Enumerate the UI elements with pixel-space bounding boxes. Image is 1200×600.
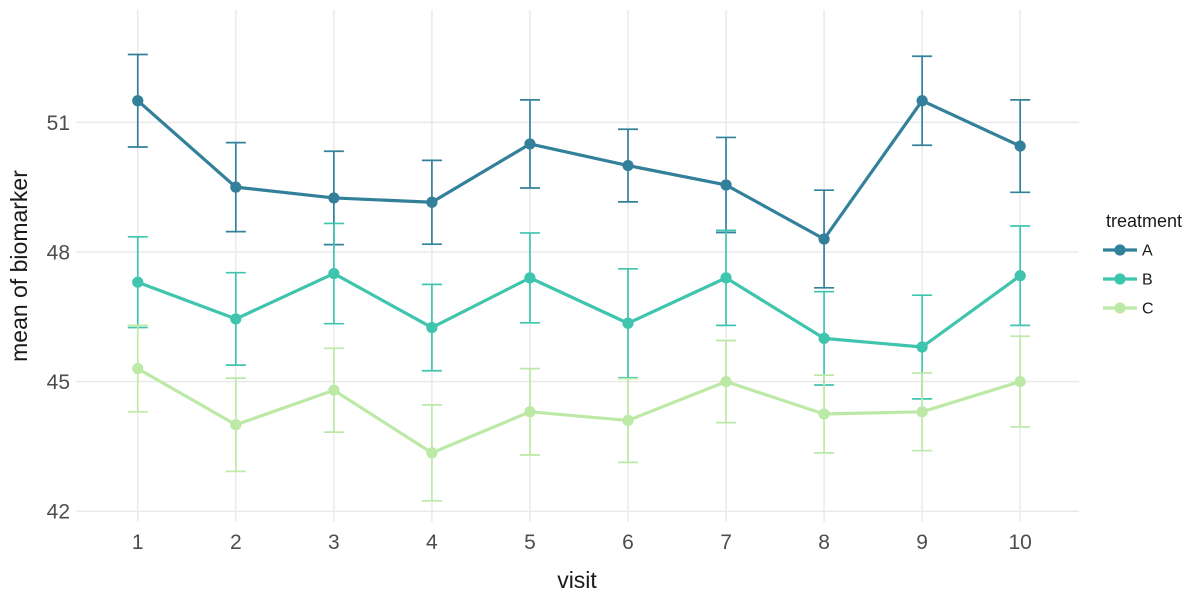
data-point-C-8 [818,408,830,420]
legend: treatment ABC [1103,211,1182,318]
data-point-A-6 [622,159,634,172]
data-point-C-7 [720,375,732,388]
data-point-B-9 [916,341,928,353]
legend-entry-C: C [1103,301,1154,318]
y-axis-title: mean of biomarker [6,170,32,362]
data-point-A-1 [132,95,144,107]
data-point-C-6 [622,414,634,427]
data-point-B-4 [426,321,438,334]
series-B [127,222,1031,400]
y-tick-label: 42 [47,501,70,524]
data-point-B-6 [622,317,634,329]
legend-entry-B: B [1103,272,1153,289]
legend-key-point [1114,244,1126,256]
data-point-A-9 [916,95,928,107]
x-tick-label: 1 [132,531,144,554]
x-tick-label: 4 [426,531,438,554]
data-point-A-3 [328,192,340,204]
y-axis-tick-labels: 42 45 48 51 [47,112,70,524]
data-point-B-7 [720,272,732,284]
x-tick-label: 7 [720,531,732,554]
legend-label: B [1142,272,1153,289]
data-point-B-5 [524,272,536,284]
data-point-C-10 [1014,375,1026,388]
data-point-A-10 [1014,140,1026,152]
legend-label: A [1142,243,1153,260]
data-point-A-4 [426,196,438,208]
x-tick-label: 3 [328,531,340,554]
gridlines [76,10,1079,522]
data-point-C-4 [426,447,438,459]
data-point-B-3 [328,267,340,280]
data-point-B-1 [132,276,144,288]
x-tick-label: 8 [818,531,830,554]
legend-label: C [1142,301,1154,318]
x-tick-label: 10 [1008,531,1031,554]
legend-key-point [1114,302,1126,314]
data-point-B-2 [230,313,242,325]
data-point-C-9 [916,406,928,418]
y-tick-label: 48 [47,241,70,264]
data-point-B-10 [1014,270,1026,282]
x-tick-label: 5 [524,531,536,554]
series-line-A [136,99,1021,241]
series-C [127,324,1031,502]
y-tick-label: 45 [47,371,70,394]
y-tick-label: 51 [47,112,70,135]
data-point-C-2 [230,419,242,431]
data-point-C-5 [524,406,536,418]
data-point-B-8 [818,332,830,344]
series-line-B [137,271,1022,349]
legend-title: treatment [1106,211,1182,231]
data-point-C-3 [328,384,340,396]
series-line-C [136,367,1021,455]
x-tick-label: 9 [916,531,928,554]
x-axis-title: visit [557,567,597,593]
data-point-C-1 [132,363,144,375]
legend-entry-A: A [1103,243,1153,260]
legend-entries: ABC [1103,243,1154,318]
x-tick-label: 2 [230,531,242,554]
series-A [127,53,1031,289]
x-tick-label: 6 [622,531,634,554]
legend-key-point [1114,273,1126,285]
data-point-A-7 [720,179,732,191]
data-point-A-2 [230,181,242,193]
data-point-A-8 [818,233,830,245]
x-axis-tick-labels: 1 2 3 4 5 6 7 8 9 10 [132,531,1032,554]
data-point-A-5 [524,138,536,150]
data-series [127,53,1031,502]
